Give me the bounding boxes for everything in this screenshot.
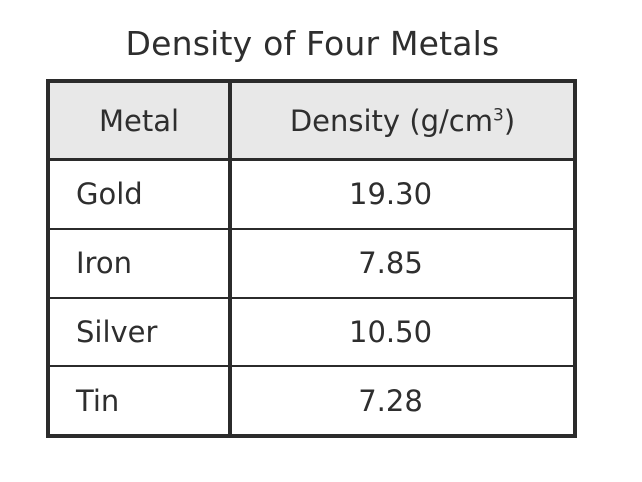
header-density-label: Density (g/cm — [289, 103, 493, 138]
metal-cell: Iron — [50, 227, 232, 298]
table-header-row: Metal Density (g/cm3) — [50, 83, 573, 161]
header-metal: Metal — [50, 83, 232, 161]
table-row: Tin 7.28 — [50, 365, 573, 434]
table-row: Gold 19.30 — [50, 159, 573, 229]
density-cell: 19.30 — [349, 177, 433, 212]
table-grid: Metal Density (g/cm3) Gold 19.30 Iron 7.… — [50, 83, 573, 434]
table-row: Silver 10.50 — [50, 296, 573, 367]
metal-cell: Tin — [50, 365, 232, 434]
header-density-suffix: ) — [503, 103, 516, 138]
density-cell: 7.28 — [230, 365, 573, 434]
metal-cell: Silver — [50, 296, 232, 367]
density-table: Metal Density (g/cm3) Gold 19.30 Iron 7.… — [46, 79, 577, 438]
header-density-exponent: 3 — [493, 104, 504, 125]
metal-cell: Gold — [50, 159, 232, 229]
page-title: Density of Four Metals — [125, 24, 500, 63]
density-cell: 10.50 — [230, 296, 573, 367]
header-density: Density (g/cm3) — [230, 83, 573, 161]
table-row: Iron 7.85 — [50, 227, 573, 298]
density-cell: 7.85 — [230, 227, 573, 298]
